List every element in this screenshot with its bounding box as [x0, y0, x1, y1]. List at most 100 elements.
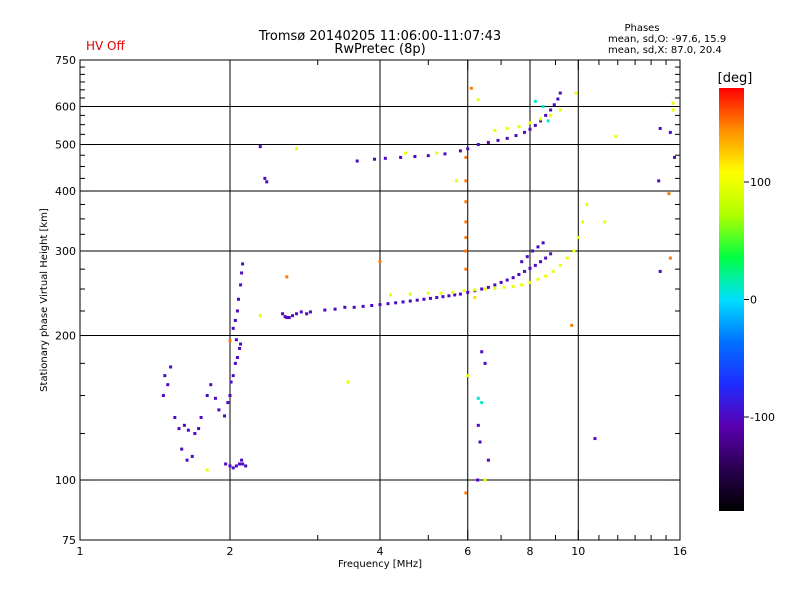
- echo-point: [536, 245, 540, 249]
- echo-point: [493, 286, 497, 290]
- echo-point: [511, 276, 515, 280]
- echo-point: [551, 269, 555, 273]
- echo-point: [422, 297, 426, 301]
- echo-point: [673, 155, 677, 159]
- echo-point: [480, 287, 484, 291]
- echo-point: [236, 297, 240, 301]
- echo-point: [451, 290, 455, 294]
- echo-point: [544, 113, 548, 117]
- echo-point: [531, 249, 535, 253]
- echo-point: [231, 326, 235, 330]
- echo-point: [439, 291, 443, 295]
- echo-point: [517, 273, 521, 277]
- echo-point: [373, 157, 377, 161]
- echo-point: [464, 236, 468, 240]
- echo-point: [228, 339, 232, 343]
- colorbar-gradient: [719, 88, 744, 511]
- echo-point: [539, 260, 543, 264]
- echo-point: [244, 464, 248, 468]
- chart-title: Tromsø 20140205 11:06:00-11:07:43: [258, 29, 501, 44]
- echo-point: [435, 296, 439, 300]
- echo-point: [458, 149, 462, 153]
- echo-point: [466, 374, 470, 378]
- echo-point: [239, 283, 243, 287]
- echo-point: [291, 314, 295, 318]
- echo-point: [466, 147, 470, 151]
- echo-point: [281, 312, 285, 316]
- echo-point: [285, 316, 289, 320]
- echo-point: [464, 200, 468, 204]
- echo-point: [558, 263, 562, 267]
- echo-point: [233, 361, 237, 365]
- echo-point: [544, 274, 548, 278]
- y-axis-ticks: 75 100 200 300 400 500 600 750: [55, 54, 680, 547]
- echo-point: [235, 309, 239, 313]
- echo-point: [443, 152, 447, 156]
- echo-point: [502, 285, 506, 289]
- echo-point: [426, 154, 430, 158]
- echo-point: [228, 464, 232, 468]
- echo-point: [549, 113, 553, 117]
- echo-point: [539, 119, 543, 123]
- echo-point: [572, 249, 576, 253]
- echo-point: [235, 355, 239, 359]
- echo-point: [533, 99, 537, 103]
- echo-point: [199, 415, 203, 419]
- x-tick-label: 6: [464, 545, 471, 558]
- echo-point: [603, 220, 607, 224]
- echo-point: [163, 374, 167, 378]
- y-tick-label: 750: [55, 54, 76, 67]
- echo-point: [486, 458, 490, 462]
- echo-point: [528, 280, 532, 284]
- echo-point: [240, 458, 244, 462]
- y-tick-label: 200: [55, 330, 76, 343]
- echo-point: [493, 128, 497, 132]
- echo-point: [285, 275, 289, 279]
- echo-point: [205, 468, 209, 472]
- echo-point: [668, 130, 672, 134]
- echo-point: [238, 346, 242, 350]
- echo-point: [453, 293, 457, 297]
- echo-point: [403, 151, 407, 155]
- echo-point: [520, 260, 524, 264]
- colorbar-unit-label: [deg]: [718, 71, 753, 86]
- echo-point: [546, 119, 550, 123]
- x-axis-ticks: 1 2 4 6 8 10 16: [77, 60, 687, 558]
- echo-point: [539, 117, 543, 121]
- echo-point: [523, 130, 527, 134]
- echo-point: [464, 267, 468, 271]
- hv-status-label: HV Off: [86, 39, 125, 53]
- echo-point: [394, 301, 398, 305]
- echo-point: [287, 316, 291, 320]
- echo-point: [383, 156, 387, 160]
- echo-point: [305, 312, 309, 316]
- echo-point: [473, 288, 477, 292]
- plot-area: 1 2 4 6 8 10 16 75 100 200 300 400 500 600 750: [55, 54, 687, 558]
- echo-point: [658, 269, 662, 273]
- echo-point: [528, 121, 532, 125]
- echo-point: [544, 256, 548, 260]
- echo-point: [361, 304, 365, 308]
- echo-point: [541, 241, 545, 245]
- echo-point: [233, 318, 237, 322]
- echo-point: [231, 374, 235, 378]
- echo-point: [333, 307, 337, 311]
- echo-point: [581, 220, 585, 224]
- echo-point: [478, 440, 482, 444]
- x-tick-label: 8: [527, 545, 534, 558]
- echo-point: [483, 287, 487, 291]
- x-axis-label: Frequency [MHz]: [338, 559, 422, 570]
- echo-point: [458, 292, 462, 296]
- echo-point: [378, 260, 382, 264]
- echo-point: [355, 159, 359, 163]
- echo-point: [476, 98, 480, 102]
- echo-point: [441, 295, 445, 299]
- echo-point: [209, 383, 213, 387]
- echo-point: [295, 147, 299, 151]
- y-tick-label: 500: [55, 139, 76, 152]
- echo-point: [517, 125, 521, 129]
- echo-point: [213, 396, 217, 400]
- echo-point: [234, 338, 238, 342]
- echo-point: [217, 408, 221, 412]
